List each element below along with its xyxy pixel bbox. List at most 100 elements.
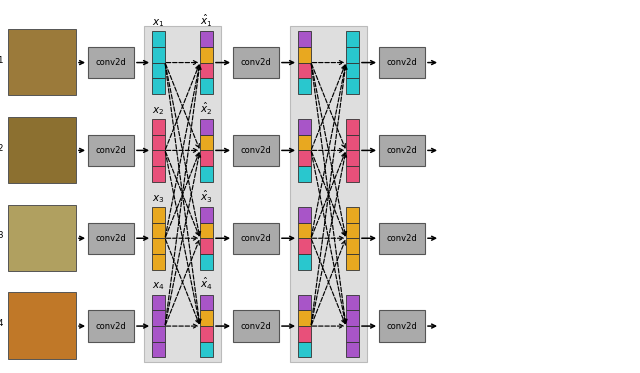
Bar xyxy=(346,254,359,270)
Text: $x_1$: $x_1$ xyxy=(152,17,164,29)
Bar xyxy=(152,31,165,47)
Bar xyxy=(152,166,165,182)
Bar xyxy=(152,119,165,135)
Bar xyxy=(200,207,213,223)
Bar xyxy=(346,223,359,238)
Text: $\hat{x}_4$: $\hat{x}_4$ xyxy=(200,276,213,292)
Bar xyxy=(346,238,359,254)
Bar xyxy=(152,207,165,223)
Bar xyxy=(346,31,359,47)
Bar xyxy=(298,238,311,254)
Text: conv2d: conv2d xyxy=(241,146,271,155)
Bar xyxy=(152,254,165,270)
Bar xyxy=(346,342,359,357)
Bar xyxy=(298,223,311,238)
Bar xyxy=(152,326,165,342)
Bar xyxy=(298,295,311,310)
Bar xyxy=(88,310,134,342)
Bar xyxy=(346,47,359,63)
Text: conv2d: conv2d xyxy=(95,146,126,155)
Bar xyxy=(346,135,359,150)
Bar xyxy=(298,326,311,342)
Bar xyxy=(379,310,425,342)
Bar xyxy=(200,223,213,238)
Bar xyxy=(346,150,359,166)
Bar xyxy=(200,326,213,342)
Bar xyxy=(152,223,165,238)
Text: conv2d: conv2d xyxy=(387,58,417,67)
Bar xyxy=(152,295,165,310)
Bar xyxy=(200,119,213,135)
Text: $\hat{x}_2$: $\hat{x}_2$ xyxy=(200,101,212,117)
Bar xyxy=(298,135,311,150)
Bar xyxy=(346,295,359,310)
Text: $\hat{x}_1$: $\hat{x}_1$ xyxy=(200,13,212,29)
Bar xyxy=(152,238,165,254)
Bar xyxy=(379,223,425,254)
Text: conv2d: conv2d xyxy=(241,58,271,67)
Bar xyxy=(8,292,76,358)
Text: $f_2$: $f_2$ xyxy=(0,138,4,154)
Text: conv2d: conv2d xyxy=(95,58,126,67)
Bar xyxy=(298,63,311,78)
Bar xyxy=(200,166,213,182)
Bar xyxy=(298,31,311,47)
Bar xyxy=(346,326,359,342)
Text: conv2d: conv2d xyxy=(387,146,417,155)
Bar xyxy=(298,254,311,270)
Text: conv2d: conv2d xyxy=(95,234,126,243)
Bar xyxy=(152,63,165,78)
Bar xyxy=(152,78,165,94)
Text: $f_4$: $f_4$ xyxy=(0,313,4,329)
Bar xyxy=(233,135,279,166)
Text: conv2d: conv2d xyxy=(241,322,271,330)
Text: conv2d: conv2d xyxy=(95,322,126,330)
Bar xyxy=(346,63,359,78)
Bar xyxy=(152,47,165,63)
Bar xyxy=(152,150,165,166)
Text: $f_1$: $f_1$ xyxy=(0,50,4,66)
Bar xyxy=(290,26,367,362)
Bar xyxy=(298,47,311,63)
Bar xyxy=(346,78,359,94)
Bar xyxy=(298,342,311,357)
Text: conv2d: conv2d xyxy=(387,234,417,243)
Bar xyxy=(346,310,359,326)
Bar xyxy=(233,310,279,342)
Bar xyxy=(152,310,165,326)
Text: $\hat{x}_3$: $\hat{x}_3$ xyxy=(200,188,212,204)
Bar xyxy=(200,150,213,166)
Bar xyxy=(200,342,213,357)
Bar xyxy=(88,47,134,78)
Bar xyxy=(298,78,311,94)
Bar xyxy=(8,204,76,271)
Bar xyxy=(144,26,221,362)
Bar xyxy=(200,238,213,254)
Bar xyxy=(200,135,213,150)
Bar xyxy=(200,78,213,94)
Text: conv2d: conv2d xyxy=(387,322,417,330)
Bar xyxy=(379,135,425,166)
Bar xyxy=(88,223,134,254)
Bar xyxy=(298,166,311,182)
Bar xyxy=(346,207,359,223)
Bar xyxy=(298,150,311,166)
Text: $f_3$: $f_3$ xyxy=(0,225,4,241)
Bar xyxy=(298,119,311,135)
Text: $x_4$: $x_4$ xyxy=(152,280,164,292)
Bar xyxy=(379,47,425,78)
Bar xyxy=(233,223,279,254)
Bar xyxy=(200,254,213,270)
Bar xyxy=(233,47,279,78)
Bar xyxy=(200,295,213,310)
Text: $x_3$: $x_3$ xyxy=(152,193,164,204)
Bar xyxy=(346,119,359,135)
Bar xyxy=(200,31,213,47)
Bar xyxy=(152,342,165,357)
Bar xyxy=(346,166,359,182)
Bar xyxy=(200,310,213,326)
Bar xyxy=(200,47,213,63)
Bar xyxy=(298,207,311,223)
Bar xyxy=(200,63,213,78)
Bar xyxy=(8,117,76,183)
